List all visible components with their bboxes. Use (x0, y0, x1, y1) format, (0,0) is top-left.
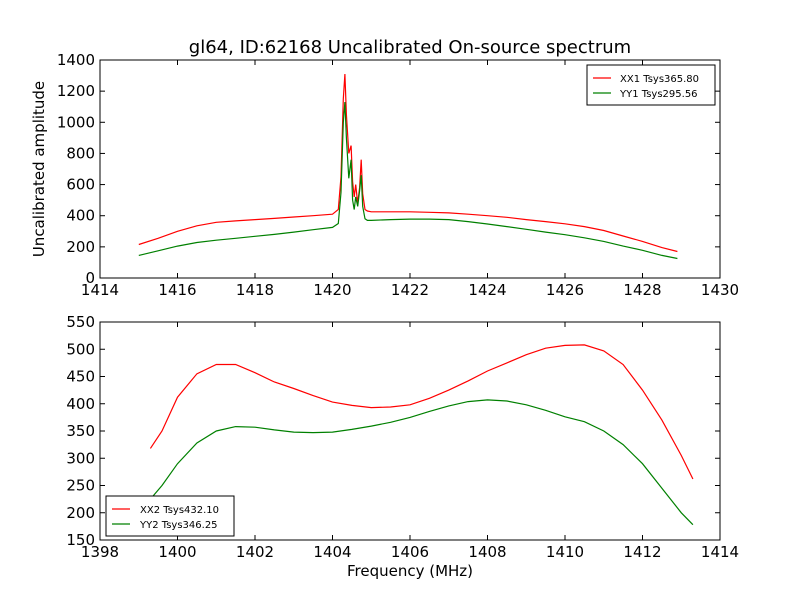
legend-box (586, 64, 716, 106)
x-tick-label: 1412 (623, 543, 661, 561)
legend-label-1: XX1 Tsys365.80 (620, 74, 699, 85)
y-tick-label: 1400 (57, 51, 95, 69)
y-tick-label: 400 (66, 395, 95, 413)
y-tick-label: 150 (66, 531, 95, 549)
legend-box (105, 495, 235, 537)
top-y-axis-label: Uncalibrated amplitude (30, 81, 48, 257)
x-tick-label: 1404 (313, 543, 351, 561)
y-tick-label: 600 (66, 176, 95, 194)
y-tick-label: 300 (66, 449, 95, 467)
x-tick-label: 1408 (468, 543, 506, 561)
x-tick-label: 1414 (81, 281, 119, 299)
top-spectrum-panel: gl64, ID:62168 Uncalibrated On-source sp… (30, 37, 739, 299)
y-tick-label: 450 (66, 368, 95, 386)
x-tick-label: 1422 (391, 281, 429, 299)
x-tick-label: 1414 (701, 543, 739, 561)
series-line-1 (149, 344, 694, 480)
series-line-2 (138, 101, 678, 260)
x-tick-label: 1418 (236, 281, 274, 299)
y-tick-label: 400 (66, 207, 95, 225)
y-tick-label: 350 (66, 422, 95, 440)
legend-label-2: YY2 Tsys346.25 (139, 520, 218, 531)
y-tick-label: 500 (66, 340, 95, 358)
x-tick-label: 1428 (623, 281, 661, 299)
y-tick-label: 200 (66, 238, 95, 256)
x-tick-label: 1420 (313, 281, 351, 299)
y-tick-label: 250 (66, 477, 95, 495)
bottom-x-axis-label: Frequency (MHz) (347, 562, 473, 580)
x-tick-label: 1406 (391, 543, 429, 561)
y-tick-label: 550 (66, 313, 95, 331)
chart-title: gl64, ID:62168 Uncalibrated On-source sp… (189, 37, 631, 58)
x-tick-label: 1402 (236, 543, 274, 561)
y-tick-label: 1000 (57, 113, 95, 131)
x-tick-label: 1398 (81, 543, 119, 561)
x-tick-label: 1400 (158, 543, 196, 561)
y-tick-label: 200 (66, 504, 95, 522)
legend-label-1: XX2 Tsys432.10 (140, 505, 219, 516)
bottom-spectrum-panel: Frequency (MHz) 1398 1400 1402 1404 1406 1408… (66, 313, 739, 580)
y-tick-label: 1200 (57, 82, 95, 100)
x-tick-label: 1430 (701, 281, 739, 299)
y-tick-label: 0 (85, 269, 95, 287)
legend-label-2: YY1 Tsys295.56 (619, 89, 698, 100)
x-tick-label: 1424 (468, 281, 506, 299)
series-line-2 (149, 399, 694, 526)
x-tick-label: 1416 (158, 281, 196, 299)
x-tick-label: 1426 (546, 281, 584, 299)
x-tick-label: 1410 (546, 543, 584, 561)
y-tick-label: 800 (66, 144, 95, 162)
